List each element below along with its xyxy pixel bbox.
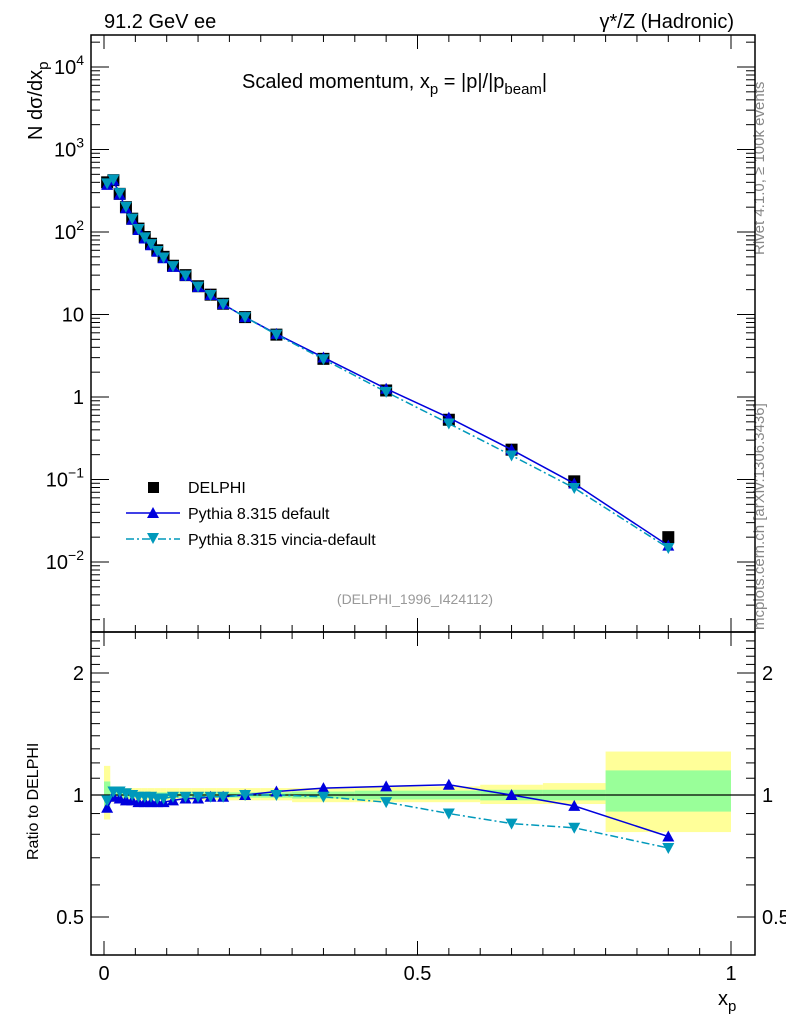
vincia-ratio-point [662, 842, 675, 854]
legend-label-delphi: DELPHI [188, 480, 246, 497]
y-tick-label: 10−2 [46, 547, 84, 574]
default-ratio-point [568, 799, 581, 811]
y-tick-label: 104 [54, 52, 84, 79]
chart-marks [101, 174, 675, 854]
vincia-point [662, 542, 675, 554]
vincia-ratio-point [204, 791, 217, 803]
legend: DELPHI Pythia 8.315 default Pythia 8.315… [126, 480, 376, 549]
vincia-ratio-point [270, 790, 283, 801]
x-tick-label: 1 [725, 963, 736, 985]
x-tick-label: 0 [98, 963, 109, 985]
legend-marker-delphi [148, 482, 159, 493]
vincia-ratio-point [568, 822, 581, 834]
vincia-point [217, 299, 230, 311]
header-left: 91.2 GeV ee [104, 11, 216, 33]
legend-label-vincia: Pythia 8.315 vincia-default [188, 532, 376, 549]
ratio-y-label: Ratio to DELPHI [25, 743, 42, 860]
vincia-ratio-point [442, 808, 455, 820]
vincia-point [138, 232, 151, 244]
vincia-point [568, 483, 581, 495]
side-rivet: Rivet 4.1.0, ≥ 100k events [751, 82, 768, 255]
band-stat [605, 770, 731, 812]
vincia-point [317, 354, 330, 366]
vincia-ratio-point [380, 797, 393, 809]
vincia-point [151, 246, 164, 258]
default-ratio-point [101, 801, 114, 813]
vincia-ratio-point [217, 791, 230, 803]
vincia-ratio-point [157, 793, 170, 805]
vincia-point [145, 239, 158, 251]
vincia-point [113, 188, 126, 200]
default-ratio-point [380, 780, 393, 792]
default-ratio-point [662, 830, 675, 842]
legend-label-default: Pythia 8.315 default [188, 506, 330, 523]
vincia-ratio-point [239, 790, 252, 801]
vincia-ratio-point [179, 791, 192, 803]
delphi-point [662, 531, 675, 544]
y-axis-label: N dσ/dxp [25, 62, 52, 141]
y-tick-label: 103 [54, 135, 84, 162]
y-tick-label: 10 [62, 305, 84, 327]
ratio-tick-label: 1 [73, 785, 84, 807]
plot-title: Scaled momentum, xp = |p|/|pbeam| [242, 71, 547, 98]
vincia-ratio-point [166, 791, 179, 803]
vincia-point [270, 329, 283, 341]
legend-marker-default [147, 507, 159, 518]
ratio-tick-label: 2 [762, 663, 773, 685]
vincia-ratio-point [192, 791, 205, 803]
y-tick-label: 10−1 [46, 465, 84, 492]
ratio-tick-label: 0.5 [56, 907, 84, 929]
vincia-point [126, 213, 139, 225]
vincia-point [442, 418, 455, 430]
vincia-ratio-point [505, 818, 518, 830]
vincia-point [239, 312, 252, 324]
header-right: γ*/Z (Hadronic) [600, 11, 734, 33]
x-tick-label: 0.5 [404, 963, 432, 985]
legend-marker-vincia [147, 533, 159, 544]
ratio-tick-label: 1 [762, 785, 773, 807]
vincia-point [132, 223, 145, 235]
vincia-point [179, 270, 192, 282]
default-ratio-point [505, 789, 518, 800]
ratio-tick-label: 2 [73, 663, 84, 685]
default-ratio-point [442, 778, 455, 790]
y-tick-label: 1 [73, 387, 84, 409]
vincia-point [157, 252, 170, 264]
vincia-point [119, 201, 132, 213]
vincia-ratio-point [317, 791, 330, 803]
vincia-ratio-point [101, 795, 114, 807]
vincia-point [101, 178, 114, 190]
default-ratio-point [317, 782, 330, 794]
y-tick-label: 102 [54, 217, 84, 244]
x-axis-label: xp [718, 988, 736, 1015]
vincia-point [192, 281, 205, 293]
annotation: (DELPHI_1996_I424112) [337, 591, 493, 607]
vincia-point [107, 174, 120, 186]
vincia-point [380, 386, 393, 398]
vincia-point [166, 261, 179, 273]
ratio-tick-label: 0.5 [762, 907, 786, 929]
ratio-frame [90, 631, 756, 956]
vincia-point [505, 450, 518, 462]
vincia-point [204, 290, 217, 302]
side-mcplots: mcplots.cern.ch [arXiv:1306.3436] [751, 403, 768, 630]
